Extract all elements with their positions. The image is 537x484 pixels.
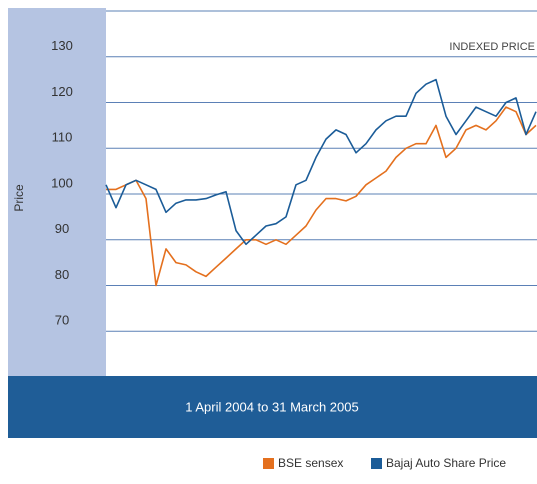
y-tick-label: 130 <box>51 38 73 53</box>
x-axis-label: 1 April 2004 to 31 March 2005 <box>185 399 358 414</box>
x-band <box>8 376 537 438</box>
series-line <box>105 78 537 246</box>
legend-label: Bajaj Auto Share Price <box>386 456 506 470</box>
legend-swatch <box>371 458 382 469</box>
y-tick-label: 70 <box>55 313 69 328</box>
chart-title: INDEXED PRICE <box>449 41 535 53</box>
y-tick-label: 100 <box>51 175 73 190</box>
axis-band <box>8 8 106 376</box>
legend-label: BSE sensex <box>278 456 343 470</box>
legend-swatch <box>263 458 274 469</box>
series-line <box>106 106 537 287</box>
y-axis-label: Price <box>12 184 26 212</box>
y-tick-label: 120 <box>51 84 73 99</box>
y-tick-label: 110 <box>52 130 73 145</box>
y-tick-label: 80 <box>55 267 69 282</box>
y-tick-label: 90 <box>55 221 69 236</box>
